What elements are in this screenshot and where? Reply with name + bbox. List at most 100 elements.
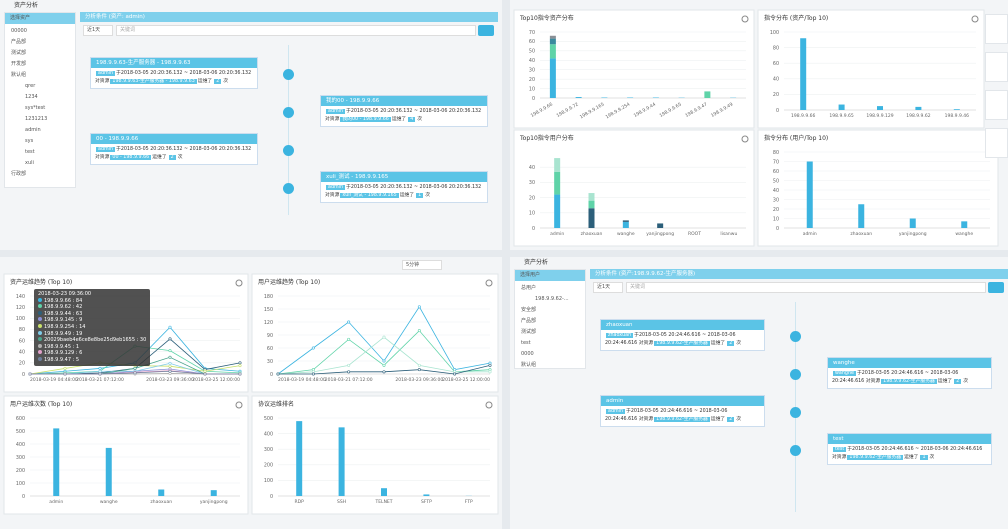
x-tick-label: 198.9.9.65 (829, 113, 853, 119)
point (168, 355, 172, 359)
x-tick-label: 2018-03-25 12:00:00 (192, 377, 240, 383)
y-tick-label: 60 (529, 39, 535, 45)
tree: 选择资产 00000 产品部 测试部 开发部 默认组 qrer 1234 sys*test 123… (4, 12, 76, 188)
tree-leaf: test (25, 149, 35, 155)
point (98, 366, 102, 370)
card-text: 于2018-03-05 20:20:36.132 ~ 2018-03-06 20… (325, 109, 482, 122)
point (28, 372, 32, 376)
resource-tag: 198.9.9.62-生产服务器 (847, 455, 904, 460)
point (382, 363, 386, 367)
y-tick-label: 20 (529, 195, 535, 201)
point (311, 346, 315, 350)
y-tick-label: 10 (529, 86, 535, 92)
chart-title: 资产运维趋势 (Top 10) (10, 278, 72, 286)
settings-icon[interactable] (741, 15, 749, 23)
user-tag: admin (326, 109, 346, 114)
series-value: 30 (139, 337, 147, 344)
settings-icon[interactable] (235, 401, 243, 409)
point (168, 325, 172, 329)
point (347, 370, 351, 374)
bar-segment (575, 97, 582, 98)
x-tick-label: 198.9.9.129 (866, 113, 893, 119)
x-tick-label: FTP (465, 499, 473, 505)
event-card: 00 - 198.9.9.66 admin 于2018-03-05 20:20:36… (90, 133, 258, 165)
card-body: admin 于2018-03-05 20:20:36.132 ~ 2018-03-… (91, 68, 257, 88)
user-tag: admin (606, 409, 626, 414)
settings-icon[interactable] (235, 279, 243, 287)
y-tick-label: 140 (16, 294, 25, 300)
tooltip-dot (38, 330, 42, 335)
event-card: admin admin 于2018-03-05 20:24:46.616 ~ 201… (600, 395, 765, 427)
timeline-node (283, 69, 294, 80)
card-body: admin 于2018-03-05 20:20:36.132 ~ 2018-03-… (321, 106, 487, 126)
y-tick-label: 50 (529, 49, 535, 55)
x-tick-label: wanghe (617, 231, 635, 237)
range-select[interactable]: 近1天 (593, 282, 623, 293)
tooltip-row: 198.9.9.129 6 (38, 350, 146, 357)
point (63, 372, 67, 376)
tree-node: 产品部 (11, 39, 27, 45)
tree-node: 0000 (521, 351, 534, 357)
y-tick-label: 40 (19, 350, 25, 356)
series-value: 42 (75, 304, 83, 311)
count: 2 (727, 341, 735, 346)
keyword-input[interactable]: 关键词 (626, 282, 986, 293)
search-button[interactable] (988, 282, 1004, 293)
x-tick-label: wanghe (955, 231, 973, 237)
separator (135, 337, 140, 343)
bar-segment (549, 58, 556, 98)
settings-icon[interactable] (971, 15, 979, 23)
card-title: test (828, 434, 991, 444)
point (98, 369, 102, 373)
y-tick-label: 70 (529, 30, 535, 36)
y-tick-label: 400 (16, 442, 25, 448)
ext-icon[interactable] (985, 14, 1008, 44)
bar-segment (622, 220, 629, 222)
ext-icon[interactable] (985, 90, 1008, 120)
user-panel: 资产分析 选择用户 总用户 198.9.9.62-... 安全部 产品部 测试部 test 00… (510, 257, 1008, 529)
range-select[interactable]: 近1天 (83, 25, 113, 36)
settings-icon[interactable] (485, 401, 493, 409)
point (203, 369, 207, 373)
y-tick-label: 50 (773, 178, 779, 184)
y-tick-label: 40 (529, 165, 535, 171)
ext-icon[interactable] (985, 52, 1008, 82)
tooltip-dot (38, 350, 42, 355)
point (488, 363, 492, 367)
timeline (288, 45, 289, 215)
card-body: wanghe 于2018-03-05 20:24:46.616 ~ 2018-03… (828, 368, 991, 388)
series-name: 20029baeb4e6ce8e8be25d9eb1655 (44, 337, 136, 344)
y-tick-label: 40 (773, 188, 779, 194)
condition: 分析条件 (资产:198.9.9.62-生产服务器) (590, 269, 1008, 279)
bar-segment (554, 171, 561, 195)
card-title: zhaoxuan (601, 320, 764, 330)
y-tick-label: 200 (264, 463, 273, 469)
bar (838, 104, 845, 110)
settings-icon[interactable] (741, 135, 749, 143)
keyword-input[interactable]: 关键词 (116, 25, 476, 36)
point (168, 349, 172, 353)
y-tick-label: 600 (16, 416, 25, 422)
settings-icon[interactable] (485, 279, 493, 287)
ext-icon[interactable] (985, 128, 1008, 158)
y-tick-label: 20 (773, 207, 779, 213)
interval-select[interactable]: 5分钟 (402, 260, 442, 270)
chart-title: 指令分布 (用户/Top 10) (764, 134, 828, 142)
point (382, 359, 386, 363)
event-card: zhaoxuan zhaoxuan 于2018-03-05 20:24:46.616… (600, 319, 765, 351)
point (203, 372, 207, 376)
series-value: 9 (79, 317, 83, 324)
bar (961, 221, 968, 228)
tree-node: 测试部 (11, 50, 27, 56)
series-name: 198.9.9.47 (44, 356, 72, 363)
bar-segment (549, 44, 556, 59)
tree-title: 选择资产 (5, 13, 75, 24)
card-body: admin 于2018-03-05 20:24:46.616 ~ 2018-03-… (601, 406, 764, 426)
series-value: 63 (75, 310, 83, 317)
y-tick-label: 30 (529, 68, 535, 74)
separator (71, 304, 76, 310)
y-tick-label: 60 (773, 61, 779, 67)
search-button[interactable] (478, 25, 494, 36)
separator (74, 350, 79, 356)
x-tick-label: ROOT (688, 231, 701, 237)
